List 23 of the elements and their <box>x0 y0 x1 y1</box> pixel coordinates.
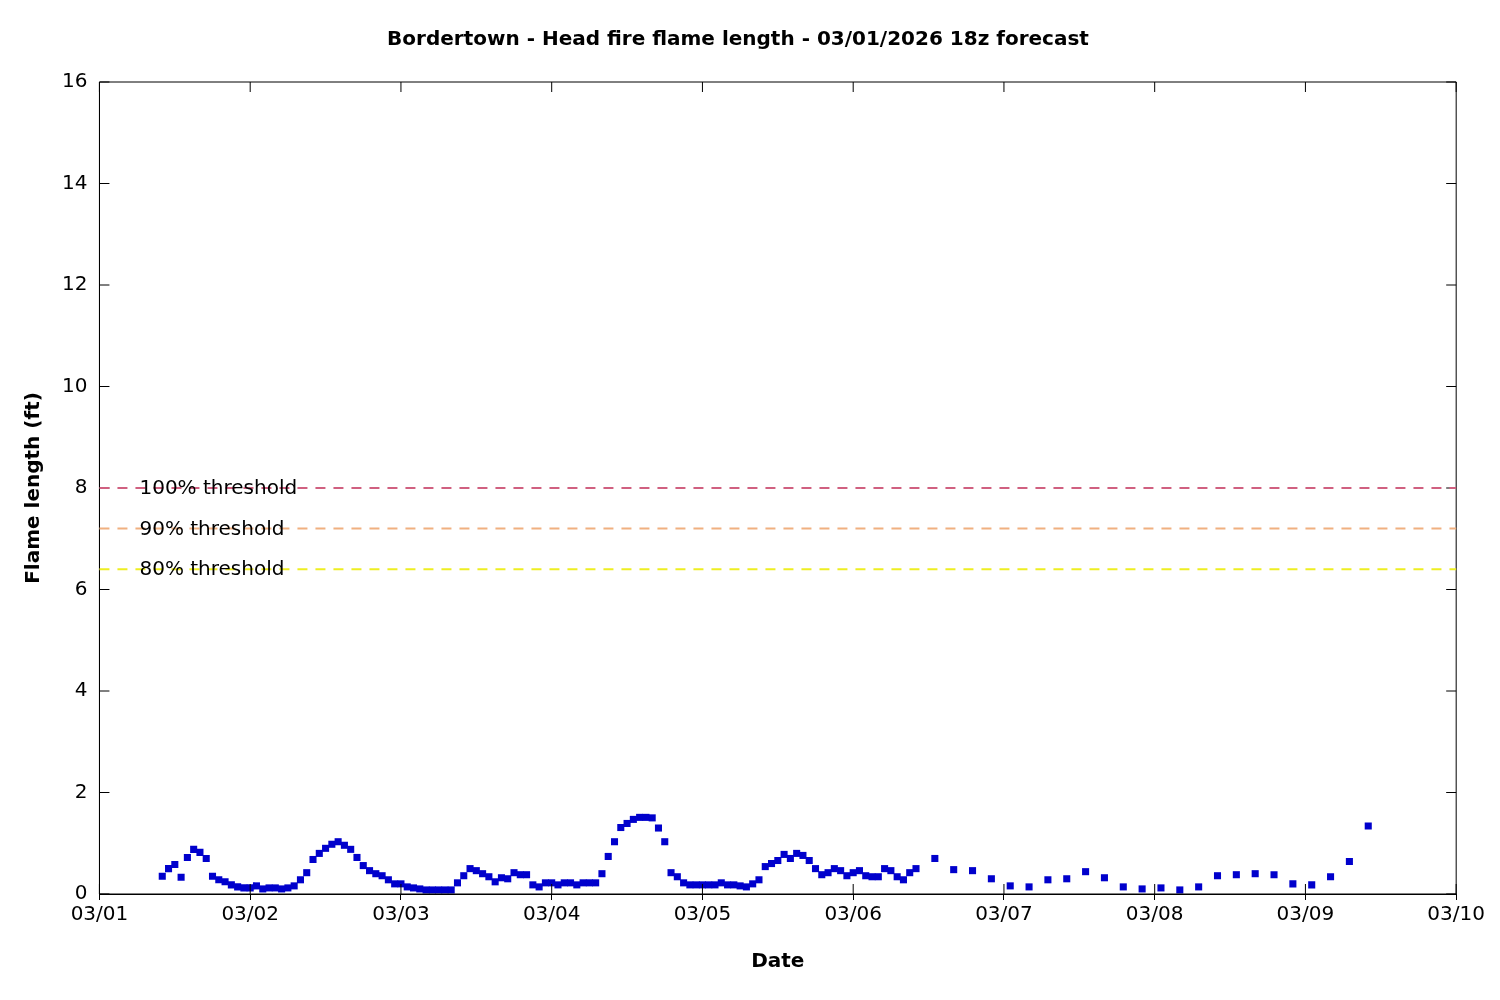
y-tick-label: 8 <box>74 474 88 499</box>
ref-line-label: 80% threshold <box>139 556 285 581</box>
y-tick-label: 12 <box>62 271 88 296</box>
y-axis-title: Flame length (ft) <box>20 392 45 584</box>
x-tick-label: 03/05 <box>673 901 732 926</box>
x-tick-label: 03/09 <box>1276 901 1335 926</box>
x-tick-label: 03/08 <box>1125 901 1184 926</box>
y-tick-label: 10 <box>62 372 88 397</box>
y-tick-label: 2 <box>74 778 88 803</box>
x-tick-label: 03/06 <box>824 901 883 926</box>
x-tick-label: 03/02 <box>221 901 280 926</box>
x-tick-label: 03/03 <box>372 901 430 926</box>
x-axis-title: Date <box>751 948 805 973</box>
x-tick-label: 03/10 <box>1427 901 1485 926</box>
ref-line-label: 90% threshold <box>139 515 285 540</box>
x-tick-label: 03/07 <box>975 901 1033 926</box>
y-tick-label: 14 <box>62 169 88 194</box>
ref-line-label: 100% threshold <box>139 475 298 500</box>
y-tick-label: 4 <box>74 677 88 702</box>
chart-title: Bordertown - Head fire flame length - 03/01/2026 18z forecast <box>387 26 1090 51</box>
x-tick-label: 03/04 <box>522 901 581 926</box>
y-tick-label: 6 <box>74 575 88 600</box>
y-tick-label: 16 <box>62 68 88 93</box>
